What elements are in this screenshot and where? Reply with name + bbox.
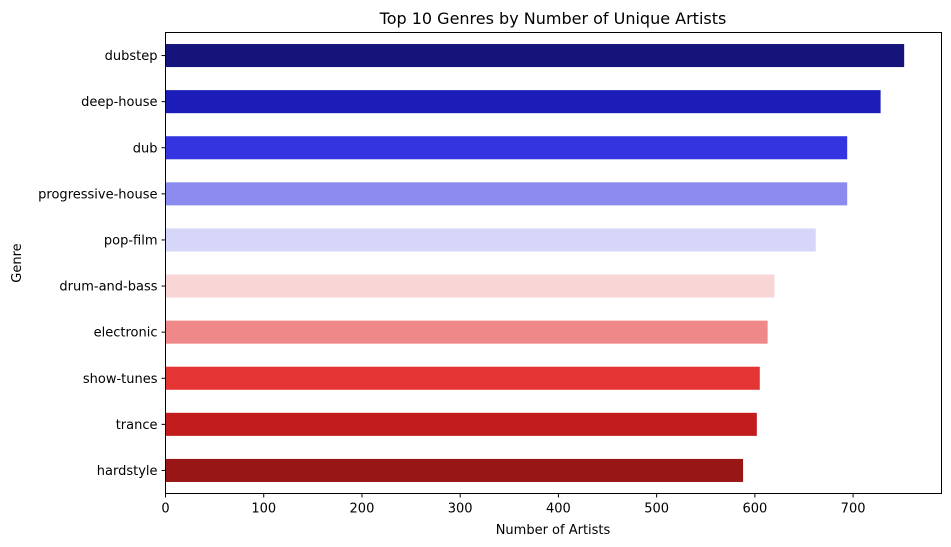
bar-drum-and-bass xyxy=(165,274,775,298)
y-tick-label: progressive-house xyxy=(38,187,157,202)
plot-frame xyxy=(165,32,942,494)
x-tick-label: 500 xyxy=(644,502,669,517)
x-tick-label: 300 xyxy=(448,502,473,517)
y-tick-label: trance xyxy=(116,418,158,433)
bar-deep-house xyxy=(165,90,881,114)
x-tick-label: 0 xyxy=(161,502,169,517)
bars-group xyxy=(165,44,905,482)
y-tick-label: show-tunes xyxy=(83,372,158,387)
bar-pop-film xyxy=(165,228,816,252)
bar-progressive-house xyxy=(165,182,848,206)
y-tick-label: hardstyle xyxy=(97,464,158,479)
x-axis-label: Number of Artists xyxy=(496,523,611,538)
y-axis-label: Genre xyxy=(10,243,25,282)
bar-electronic xyxy=(165,320,768,344)
y-tick-label: deep-house xyxy=(81,95,157,110)
x-axis-ticks: 0 100 200 300 400 500 600 700 xyxy=(161,493,866,517)
y-tick-label: dub xyxy=(133,141,158,156)
bar-trance xyxy=(165,412,757,436)
x-tick-label: 600 xyxy=(742,502,767,517)
x-tick-label: 700 xyxy=(841,502,866,517)
chart-title: Top 10 Genres by Number of Unique Artist… xyxy=(379,9,727,28)
y-tick-label: drum-and-bass xyxy=(59,280,157,295)
bar-show-tunes xyxy=(165,366,760,390)
bar-dubstep xyxy=(165,44,905,68)
x-tick-label: 400 xyxy=(546,502,571,517)
bar-dub xyxy=(165,136,848,160)
x-tick-label: 100 xyxy=(251,502,276,517)
bar-hardstyle xyxy=(165,458,744,482)
x-tick-label: 200 xyxy=(350,502,375,517)
y-tick-label: electronic xyxy=(94,326,158,341)
y-axis-ticks: dubstep deep-house dub progressive-house pop… xyxy=(38,49,166,479)
y-tick-label: dubstep xyxy=(105,49,158,64)
y-tick-label: pop-film xyxy=(104,233,158,248)
